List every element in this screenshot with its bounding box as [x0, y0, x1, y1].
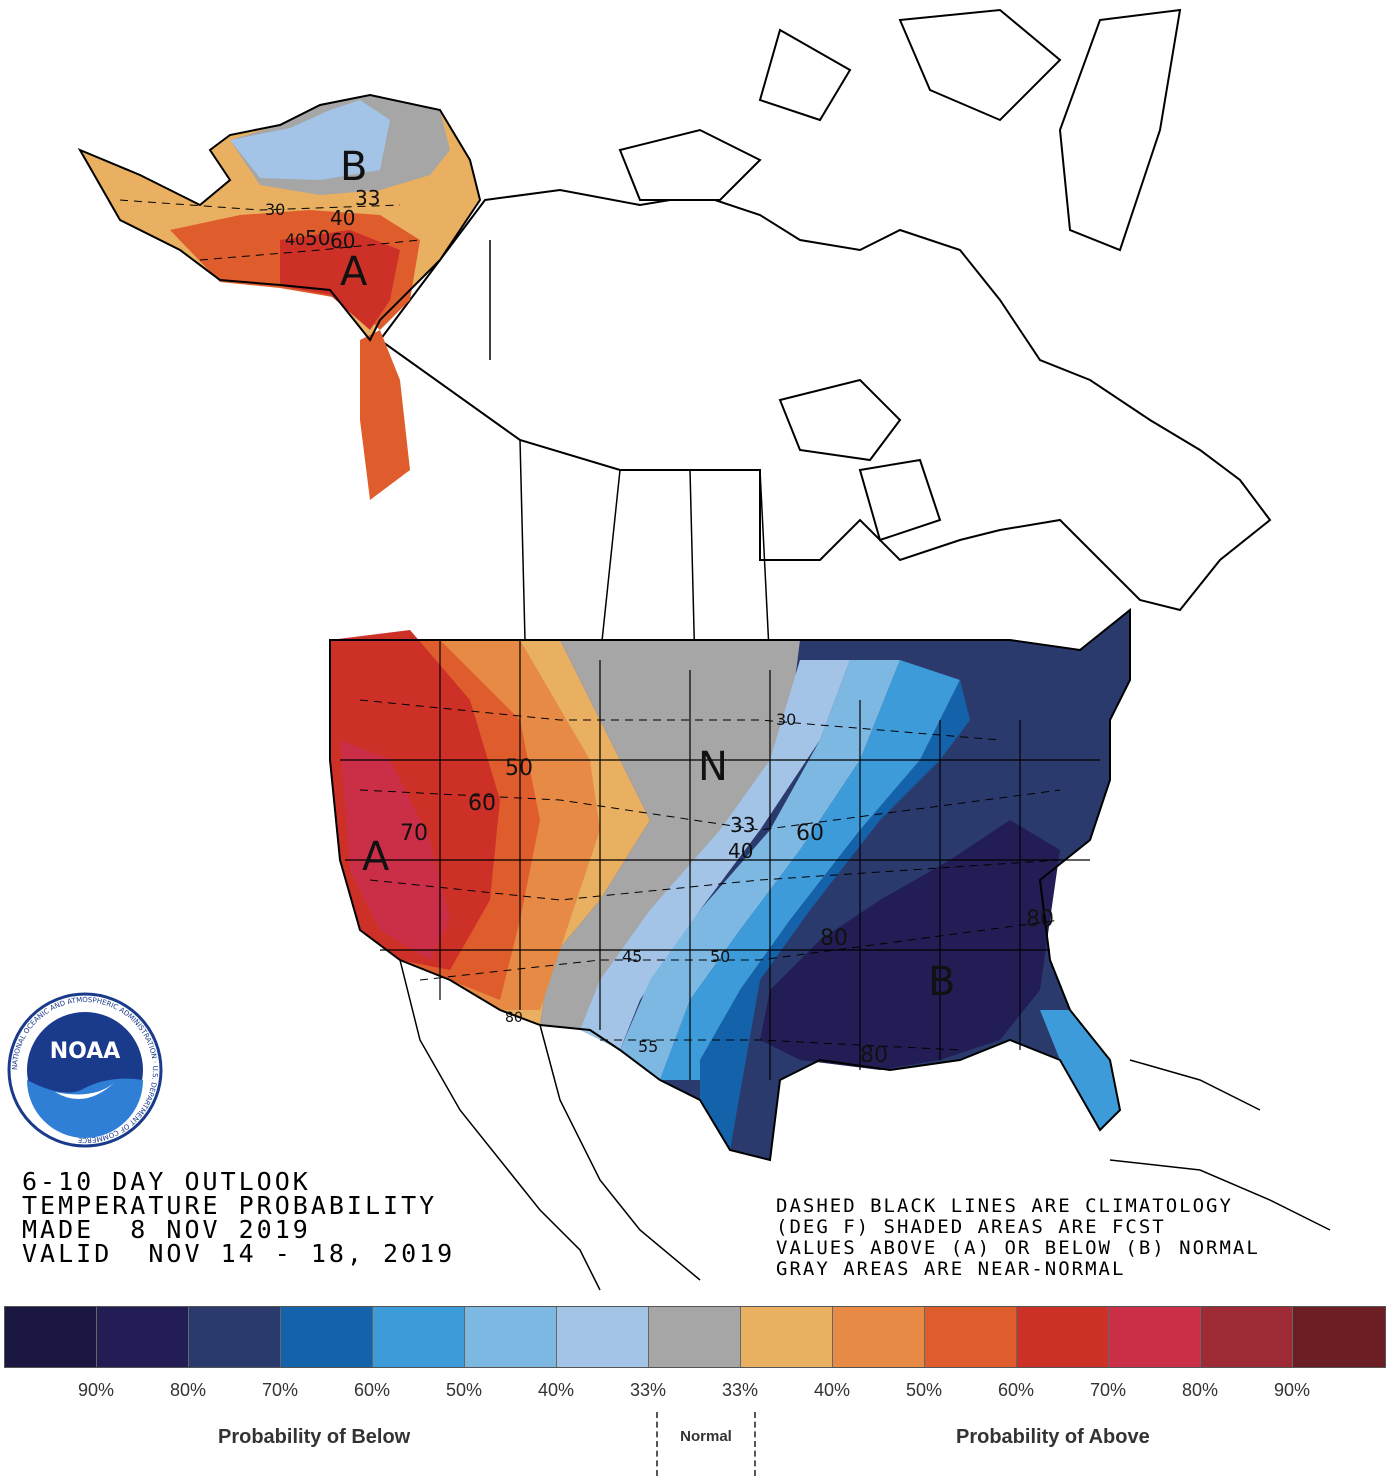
- legend-swatch: [925, 1307, 1017, 1367]
- legend-swatch: [373, 1307, 465, 1367]
- contour-label: 33: [355, 186, 380, 210]
- outlook-title-block: 6-10 DAY OUTLOOK TEMPERATURE PROBABILITY M…: [22, 1167, 456, 1268]
- legend-swatch: [1201, 1307, 1293, 1367]
- us-outline: [329, 607, 1131, 1162]
- note-line-2: (DEG F) SHADED AREAS ARE FCST: [776, 1216, 1166, 1238]
- mexico-caribbean-outlines: [399, 959, 1331, 1291]
- title-line-2: TEMPERATURE PROBABILITY: [22, 1191, 438, 1220]
- note-line-3: VALUES ABOVE (A) OR BELOW (B) NORMAL: [776, 1237, 1260, 1259]
- legend-above-title: Probability of Above: [956, 1426, 1150, 1448]
- contour-label: 40: [728, 839, 753, 863]
- outlook-map: B A N A B 33 40 50 60 30 40 50 60 70 30 …: [7, 8, 1331, 1291]
- legend-tick-label: 40%: [537, 1380, 575, 1400]
- contour-label: 40: [285, 230, 305, 249]
- legend-color-bar: [4, 1306, 1386, 1368]
- us-state-lines: [330, 639, 1100, 1080]
- contour-label: 50: [710, 947, 730, 966]
- legend-tick-label: 40%: [813, 1380, 851, 1400]
- contour-label: 80: [1026, 907, 1054, 932]
- contour-labels: 33 40 50 60 30 40 50 60 70 30 33 40 45 5…: [265, 186, 1054, 1068]
- legend-tick-label: 33%: [629, 1380, 667, 1400]
- land-outlines: [378, 8, 1272, 612]
- contour-label: 80: [505, 1010, 523, 1026]
- map-notes: DASHED BLACK LINES ARE CLIMATOLOGY (DEG F…: [776, 1196, 1260, 1280]
- alaska-outline: [77, 93, 482, 342]
- note-line-4: GRAY AREAS ARE NEAR-NORMAL: [776, 1258, 1126, 1280]
- legend-swatch: [5, 1307, 97, 1367]
- legend-tick-label: 70%: [261, 1380, 299, 1400]
- contour-label: 45: [622, 947, 642, 966]
- legend-swatch: [833, 1307, 925, 1367]
- note-line-1: DASHED BLACK LINES ARE CLIMATOLOGY: [776, 1195, 1233, 1217]
- legend-swatch: [189, 1307, 281, 1367]
- letter-california-a: A: [362, 834, 390, 880]
- alaska-shading: [80, 95, 480, 500]
- letter-southeast-b: B: [928, 959, 955, 1005]
- letter-plains-n: N: [698, 744, 728, 790]
- legend-tick-label: 80%: [169, 1380, 207, 1400]
- legend-below-title: Probability of Below: [218, 1426, 411, 1448]
- legend-swatch: [97, 1307, 189, 1367]
- contour-label: 80: [820, 926, 848, 951]
- legend-normal-bracket: Normal: [656, 1412, 756, 1476]
- contour-label: 70: [400, 821, 428, 846]
- contour-label: 50: [505, 756, 533, 781]
- contour-label: 40: [330, 206, 355, 230]
- contour-label: 30: [776, 710, 796, 729]
- legend-swatch: [741, 1307, 833, 1367]
- legend-tick-label: 60%: [997, 1380, 1035, 1400]
- legend-tick-label: 50%: [905, 1380, 943, 1400]
- contour-label: 60: [796, 821, 824, 846]
- contour-label: 60: [330, 229, 355, 253]
- contour-label: 33: [730, 813, 755, 837]
- legend-swatch: [649, 1307, 741, 1367]
- contour-label: 80: [860, 1043, 888, 1068]
- map-letters: B A N A B: [340, 144, 955, 1005]
- noaa-logo: NOAA NATIONAL OCEANIC AND ATMOSPHERIC AD…: [7, 992, 163, 1148]
- legend-tick-label: 80%: [1181, 1380, 1219, 1400]
- contour-label: 50: [305, 226, 330, 250]
- title-line-1: 6-10 DAY OUTLOOK: [22, 1167, 311, 1196]
- legend-swatch: [1109, 1307, 1201, 1367]
- probability-legend: 90% 80% 70% 60% 50% 40% 33% 33% 40% 50% 60% 70% 80% 9…: [0, 1306, 1400, 1480]
- legend-tick-label: 90%: [77, 1380, 115, 1400]
- contour-label: 55: [638, 1037, 658, 1056]
- legend-tick-label: 90%: [1273, 1380, 1311, 1400]
- legend-swatch: [1293, 1307, 1385, 1367]
- title-line-4: VALID NOV 14 - 18, 2019: [22, 1239, 456, 1268]
- contour-label: 30: [265, 200, 285, 219]
- legend-swatch: [1017, 1307, 1109, 1367]
- legend-normal-title: Normal: [680, 1428, 732, 1445]
- contour-label: 60: [468, 791, 496, 816]
- legend-swatch: [557, 1307, 649, 1367]
- legend-tick-label: 60%: [353, 1380, 391, 1400]
- legend-swatch: [465, 1307, 557, 1367]
- legend-swatch: [281, 1307, 373, 1367]
- noaa-logo-text: NOAA: [50, 1039, 121, 1064]
- province-lines: [379, 240, 771, 671]
- us-shading: [330, 610, 1130, 1160]
- title-line-3: MADE 8 NOV 2019: [22, 1215, 311, 1244]
- legend-tick-label: 70%: [1089, 1380, 1127, 1400]
- legend-tick-label: 50%: [445, 1380, 483, 1400]
- letter-alaska-b: B: [340, 144, 367, 190]
- letter-alaska-a: A: [340, 249, 368, 295]
- legend-tick-label: 33%: [721, 1380, 759, 1400]
- climatology-lines: [119, 199, 1061, 1051]
